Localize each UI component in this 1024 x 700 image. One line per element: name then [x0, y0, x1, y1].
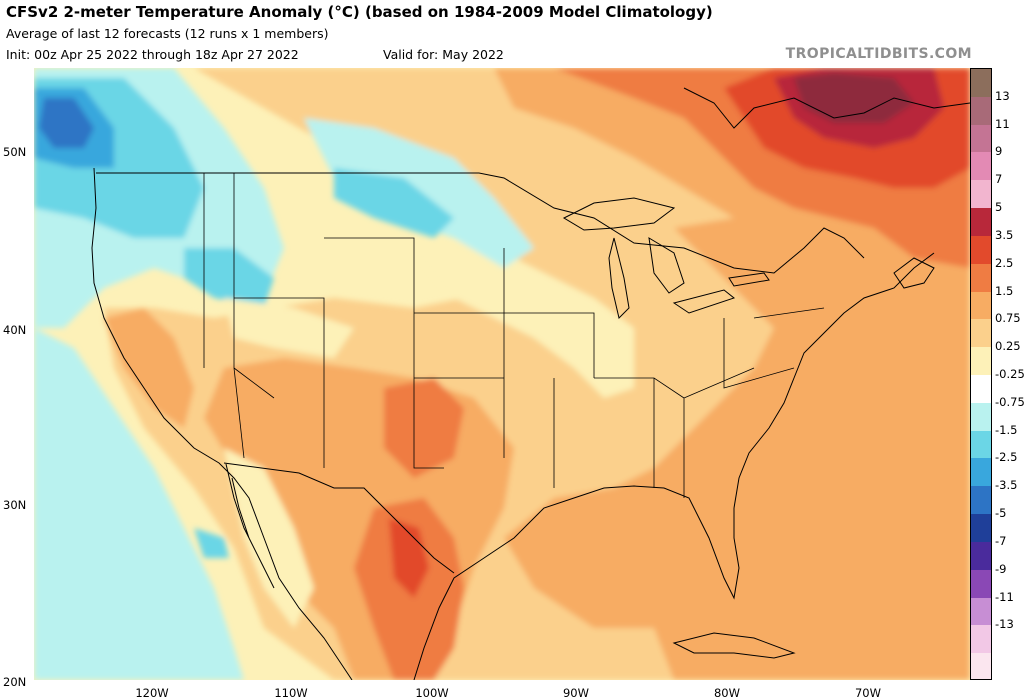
atlantic-coastline — [733, 252, 935, 509]
field-warm-mid-ca — [104, 308, 194, 428]
lon-label-70w: 70W — [854, 686, 882, 700]
colorbar-tick-label: -5 — [995, 506, 1007, 521]
colorbar-tick-label: -7 — [995, 533, 1007, 548]
lake-huron — [648, 237, 685, 294]
field-neutral-west — [224, 298, 354, 358]
lon-label-110w: 110W — [274, 686, 308, 700]
lake-superior — [562, 197, 676, 231]
colorbar-tick-label: -0.75 — [995, 394, 1024, 409]
chart-subtitle: Average of last 12 forecasts (12 runs x … — [6, 26, 329, 41]
colorbar-band — [971, 653, 991, 679]
map-boundaries — [91, 87, 970, 680]
colorbar-band — [971, 597, 991, 626]
colorbar-tick-label: 11 — [995, 116, 1010, 131]
field-neutral-plains — [414, 238, 634, 398]
colorbar-tick-label: -1.5 — [995, 422, 1018, 437]
field-cool-mid-baja — [194, 528, 229, 558]
field-warm-mid-east — [504, 218, 970, 680]
source-credit: TROPICALTIDBITS.COM — [785, 46, 972, 62]
colorbar-band — [971, 96, 991, 126]
colorbar-band — [971, 514, 991, 543]
colorbar — [970, 68, 992, 680]
colorbar-tick-label: -11 — [995, 589, 1014, 604]
colorbar-band — [971, 402, 991, 432]
field-neutral-baja — [224, 448, 314, 628]
hudson-bay-coast — [683, 87, 970, 129]
colorbar-band — [971, 458, 991, 487]
colorbar-tick-label: 9 — [995, 144, 1003, 159]
colorbar-band — [971, 208, 991, 237]
anomaly-map — [34, 68, 970, 680]
us-mexico-border — [223, 462, 455, 574]
chart-title: CFSv2 2-meter Temperature Anomaly (°C) (… — [6, 3, 713, 21]
baja-coastline — [225, 463, 275, 589]
colorbar-tick-label: 13 — [995, 88, 1010, 103]
field-cool-light-ocean — [34, 328, 244, 680]
colorbar-tick-label: -0.25 — [995, 367, 1024, 381]
field-hot-sierra-madre — [389, 518, 429, 598]
lon-label-80w: 80W — [713, 686, 741, 700]
cuba-outline — [672, 632, 796, 659]
field-extreme-hot — [794, 73, 914, 123]
colorbar-tick-label: 0.75 — [995, 311, 1021, 326]
lake-michigan — [608, 237, 630, 319]
colorbar-band — [971, 291, 991, 320]
colorbar-tick-label: 2.5 — [995, 255, 1014, 270]
field-cool-mid-idaho — [184, 248, 274, 308]
colorbar-tick-label: -2.5 — [995, 450, 1018, 465]
lon-label-120w: 120W — [135, 686, 169, 700]
colorbar-tick-label: -9 — [995, 561, 1007, 576]
lat-label-50n: 50N — [3, 145, 27, 159]
colorbar-tick-label: 0.25 — [995, 339, 1021, 354]
lat-label-30n: 30N — [3, 498, 27, 512]
colorbar-band — [971, 124, 991, 153]
lon-label-90w: 90W — [562, 686, 590, 700]
lat-label-20n: 20N — [3, 675, 27, 689]
lake-erie — [672, 289, 736, 314]
colorbar-band — [971, 569, 991, 599]
lon-label-100w: 100W — [415, 686, 449, 700]
init-time: Init: 00z Apr 25 2022 through 18z Apr 27… — [6, 47, 299, 62]
lat-label-40n: 40N — [3, 323, 27, 337]
us-canada-border — [96, 172, 865, 274]
valid-time: Valid for: May 2022 — [383, 47, 504, 62]
colorbar-tick-label: 3.5 — [995, 227, 1014, 242]
colorbar-tick-label: 7 — [995, 172, 1003, 187]
map-canvas — [34, 68, 970, 680]
gulf-coastline — [413, 485, 740, 680]
colorbar-band — [971, 375, 991, 404]
lake-ontario — [728, 272, 770, 287]
field-cold-bc — [39, 98, 94, 148]
colorbar-tick-label: 1.5 — [995, 283, 1014, 298]
field-cool-mid-dakota — [334, 168, 454, 238]
colorbar-band — [971, 263, 991, 293]
colorbar-band — [971, 235, 991, 265]
nova-scotia — [893, 257, 935, 289]
field-warm-strong-texas — [384, 378, 464, 478]
colorbar-band — [971, 486, 991, 515]
colorbar-band — [971, 625, 991, 654]
colorbar-band — [971, 347, 991, 376]
pacific-coastline — [91, 167, 353, 680]
colorbar-band — [971, 152, 991, 181]
colorbar-tick-label: -13 — [995, 617, 1014, 632]
colorbar-band — [971, 180, 991, 209]
colorbar-band — [971, 430, 991, 459]
colorbar-tick-label: 5 — [995, 200, 1003, 215]
state-lines — [203, 173, 825, 498]
colorbar-band — [971, 319, 991, 348]
colorbar-band — [971, 69, 991, 98]
colorbar-tick-label: -3.5 — [995, 478, 1018, 493]
colorbar-band — [971, 541, 991, 571]
